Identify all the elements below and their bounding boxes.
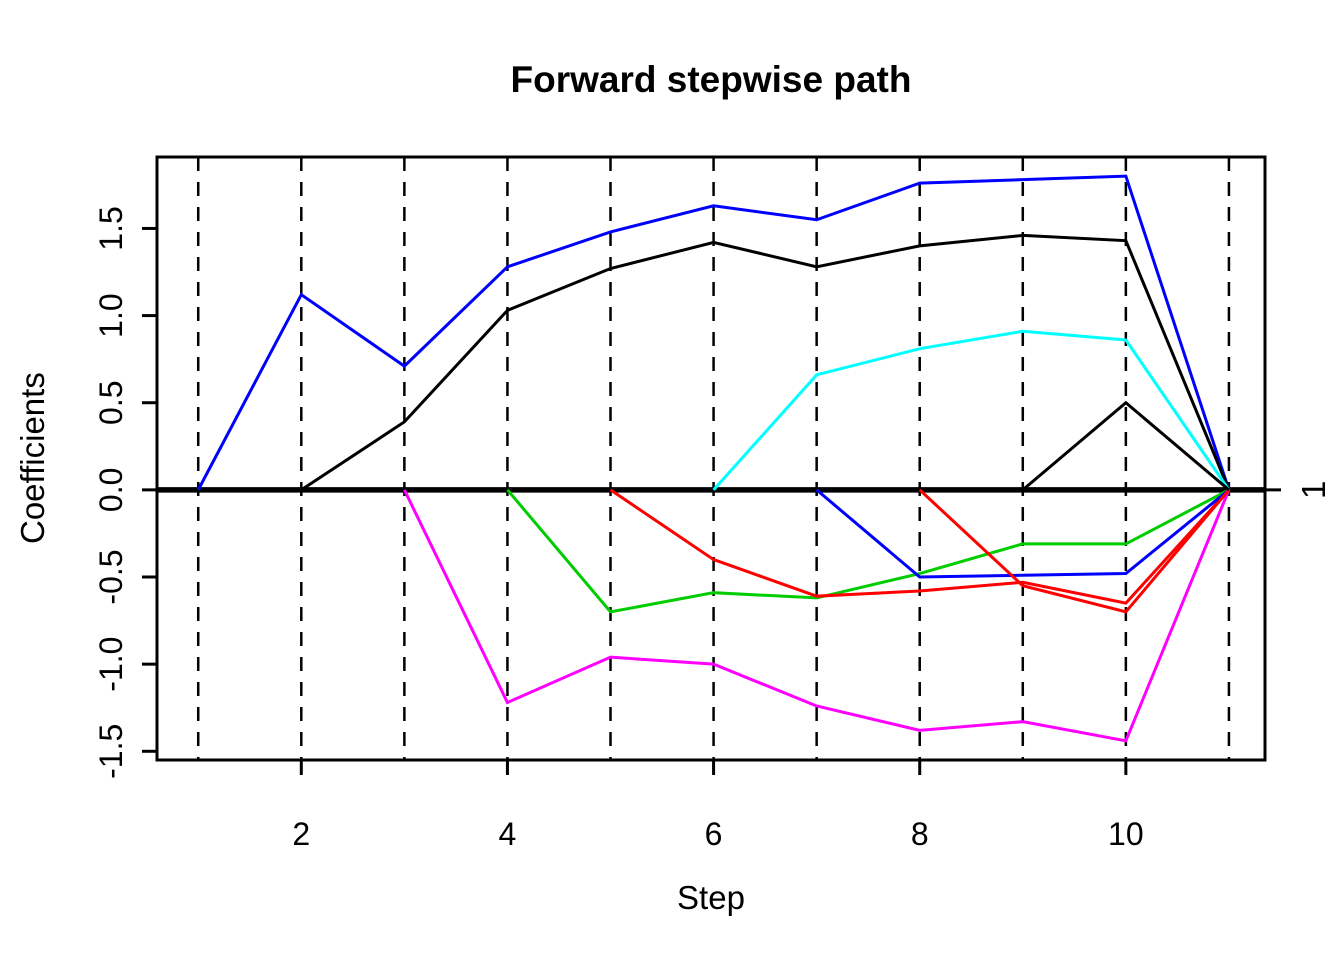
y-tick-label: 0.0 bbox=[93, 468, 129, 512]
coef-path-black-2 bbox=[1021, 400, 1230, 492]
y-tick-label: 1.5 bbox=[93, 206, 129, 250]
coef-path-red-1 bbox=[609, 488, 1231, 605]
chart-title: Forward stepwise path bbox=[510, 59, 912, 100]
x-tick-label: 8 bbox=[911, 816, 929, 852]
coef-path-black-1 bbox=[300, 233, 1231, 492]
right-axis-variable-label: 1 bbox=[1295, 480, 1332, 499]
x-tick-label: 4 bbox=[499, 816, 517, 852]
x-tick-label: 6 bbox=[705, 816, 723, 852]
coef-path-red-2 bbox=[918, 488, 1231, 614]
y-tick-label: -0.5 bbox=[93, 549, 129, 604]
y-axis-title: Coefficients bbox=[14, 372, 51, 545]
x-axis-title: Step bbox=[677, 879, 745, 916]
x-tick-label: 2 bbox=[292, 816, 310, 852]
y-tick-label: 0.5 bbox=[93, 380, 129, 424]
coef-path-cyan bbox=[712, 329, 1231, 491]
x-tick-label: 10 bbox=[1108, 816, 1144, 852]
coef-path-magenta bbox=[403, 489, 1231, 743]
coef-path-green bbox=[506, 488, 1230, 614]
y-tick-label: -1.5 bbox=[93, 724, 129, 779]
plot-border bbox=[155, 155, 1267, 762]
coef-path-blue-1 bbox=[196, 174, 1231, 491]
y-tick-label: -1.0 bbox=[93, 637, 129, 692]
coef-path-blue-2 bbox=[815, 488, 1230, 579]
y-tick-label: 1.0 bbox=[93, 293, 129, 337]
